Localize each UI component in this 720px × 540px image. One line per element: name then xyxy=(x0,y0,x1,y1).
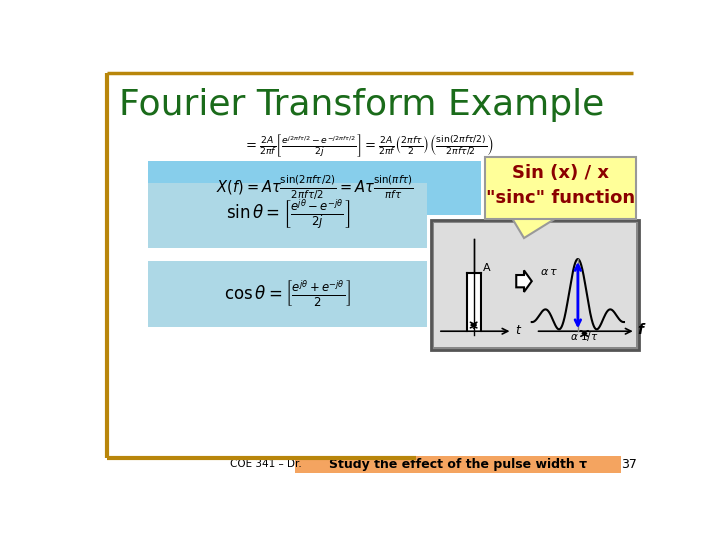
Text: COE 341 – Dr.: COE 341 – Dr. xyxy=(230,460,305,469)
Text: $t$: $t$ xyxy=(515,323,522,336)
Polygon shape xyxy=(513,219,555,238)
FancyBboxPatch shape xyxy=(148,183,427,248)
Text: $\alpha\ 1/\tau$: $\alpha\ 1/\tau$ xyxy=(570,330,599,343)
Text: $X(f) = A\tau\frac{\sin(2\pi f\tau/2)}{2\pi f\tau/2} = A\tau\frac{\sin(\pi f\tau: $X(f) = A\tau\frac{\sin(2\pi f\tau/2)}{2… xyxy=(216,174,414,202)
Text: $\boldsymbol{f}$: $\boldsymbol{f}$ xyxy=(637,322,647,338)
Text: Fourier Transform Example: Fourier Transform Example xyxy=(120,88,605,122)
Polygon shape xyxy=(516,271,532,292)
FancyBboxPatch shape xyxy=(295,456,621,473)
FancyBboxPatch shape xyxy=(485,157,636,219)
Text: $= \frac{2A}{2\pi f}\left[\frac{e^{j2\pi f\tau/2} - e^{-j2\pi f\tau/2}}{2j}\righ: $= \frac{2A}{2\pi f}\left[\frac{e^{j2\pi… xyxy=(243,132,495,159)
FancyBboxPatch shape xyxy=(434,224,636,347)
Text: $\tau$: $\tau$ xyxy=(469,321,478,331)
FancyBboxPatch shape xyxy=(148,161,482,215)
Text: Study the effect of the pulse width τ: Study the effect of the pulse width τ xyxy=(329,458,588,471)
Text: $\sin\theta = \left[\frac{e^{j\theta} - e^{-j\theta}}{2j}\right]$: $\sin\theta = \left[\frac{e^{j\theta} - … xyxy=(225,198,350,232)
Text: $\alpha\,\tau$: $\alpha\,\tau$ xyxy=(539,267,557,277)
FancyBboxPatch shape xyxy=(431,220,639,350)
Text: Sin (x) / x
"sinc" function: Sin (x) / x "sinc" function xyxy=(486,164,635,207)
Text: A: A xyxy=(483,263,490,273)
Text: $\cos\theta = \left[\frac{e^{j\theta} + e^{-j\theta}}{2}\right]$: $\cos\theta = \left[\frac{e^{j\theta} + … xyxy=(224,279,351,309)
Text: 37: 37 xyxy=(621,458,636,471)
FancyBboxPatch shape xyxy=(148,261,427,327)
